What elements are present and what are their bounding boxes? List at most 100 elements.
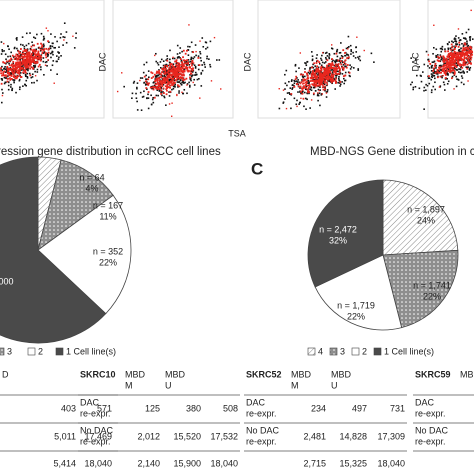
scatter-dot	[39, 55, 42, 58]
scatter-dot	[335, 82, 337, 84]
scatter-dot	[165, 63, 168, 66]
scatter-dot	[302, 87, 305, 90]
scatter-dot	[40, 56, 43, 59]
scatter-dot	[434, 62, 437, 65]
slice-count-label: n = 1,741	[413, 280, 451, 290]
legend-label: 3	[7, 346, 12, 356]
scatter-dot	[337, 73, 340, 75]
slice-count-label: n = 64	[79, 172, 104, 182]
scatter-dot	[433, 72, 436, 74]
scatter-dot	[164, 71, 167, 73]
scatter-dot	[447, 50, 449, 53]
scatter-dot	[316, 59, 319, 62]
scatter-dot	[450, 43, 453, 46]
scatter-dot	[435, 54, 437, 57]
scatter-dot	[201, 37, 204, 39]
scatter-dot	[342, 49, 345, 52]
scatter-dot	[37, 51, 40, 54]
scatter-dot	[2, 61, 5, 64]
scatter-dot	[172, 79, 174, 81]
panel-frame	[0, 0, 105, 119]
scatter-dot	[460, 52, 463, 55]
scatter-dot	[36, 58, 39, 61]
scatter-dot	[10, 73, 12, 75]
scatter-dot	[26, 68, 29, 70]
scatter-dot	[8, 68, 11, 70]
scatter-dot	[189, 70, 192, 73]
scatter-dot	[157, 82, 160, 85]
scatter-dot	[341, 57, 344, 60]
scatter-dot	[336, 48, 339, 51]
scatter-dot	[286, 92, 289, 94]
scatter-dot	[194, 44, 197, 46]
scatter-dot	[294, 63, 297, 66]
scatter-dot	[454, 59, 456, 62]
scatter-dot	[58, 56, 60, 59]
scatter-dot	[317, 94, 320, 97]
scatter-dot	[325, 81, 328, 84]
scatter-dot	[335, 77, 337, 80]
scatter-dot	[35, 56, 37, 59]
scatter-dot	[455, 43, 458, 46]
scatter-dot	[462, 45, 465, 47]
scatter-dot	[430, 75, 433, 78]
scatter-dot	[452, 41, 455, 44]
scatter-dot	[184, 67, 187, 70]
scatter-dot	[329, 71, 332, 73]
scatter-dot	[167, 81, 170, 84]
scatter-dot	[160, 58, 163, 61]
scatter-dot	[320, 67, 322, 70]
scatter-dot	[16, 67, 19, 69]
scatter-dot	[180, 70, 183, 73]
scatter-dot	[465, 61, 467, 63]
scatter-dot	[291, 88, 293, 90]
scatter-dot	[466, 55, 469, 57]
scatter-dot	[321, 72, 324, 74]
scatter-dot	[288, 80, 290, 83]
scatter-dot	[352, 51, 354, 54]
scatter-dot	[447, 53, 450, 55]
scatter-dot	[25, 50, 28, 52]
scatter-dot	[31, 59, 33, 62]
scatter-dot	[316, 65, 319, 68]
scatter-dot	[443, 64, 445, 66]
scatter-dot	[169, 77, 172, 80]
scatter-dot	[218, 59, 221, 61]
scatter-dot	[11, 71, 14, 74]
scatter-dot	[464, 37, 466, 40]
scatter-dot	[156, 87, 159, 90]
scatter-dot	[42, 60, 45, 63]
scatter-dot	[316, 54, 318, 56]
scatter-dot	[35, 49, 38, 52]
legend-swatch	[307, 347, 316, 356]
scatter-dot	[284, 98, 286, 100]
scatter-dot	[442, 65, 445, 68]
scatter-dot	[451, 58, 453, 61]
scatter-dot	[43, 51, 46, 53]
scatter-dot	[176, 77, 179, 80]
scatter-dot	[443, 68, 446, 71]
scatter-dot	[458, 48, 461, 51]
scatter-dot	[441, 65, 444, 68]
scatter-dot	[311, 59, 314, 62]
pie-slice	[307, 179, 384, 288]
scatter-dot	[197, 57, 200, 59]
scatter-dot	[328, 80, 331, 83]
scatter-dot	[302, 73, 304, 76]
table-cell: 2,012	[137, 431, 160, 441]
scatter-dot	[432, 67, 435, 70]
scatter-dot	[445, 64, 448, 67]
scatter-dot	[331, 61, 334, 63]
scatter-dot	[308, 91, 311, 93]
scatter-dot	[342, 66, 344, 68]
scatter-dot	[466, 45, 469, 48]
scatter-dot	[459, 65, 462, 67]
scatter-dot	[43, 73, 45, 76]
scatter-dot	[24, 65, 27, 68]
scatter-dot	[341, 81, 343, 83]
scatter-dot	[178, 62, 181, 65]
scatter-dot	[336, 70, 339, 73]
scatter-dot	[335, 63, 337, 66]
scatter-dot	[162, 68, 165, 71]
scatter-dot	[19, 68, 22, 71]
